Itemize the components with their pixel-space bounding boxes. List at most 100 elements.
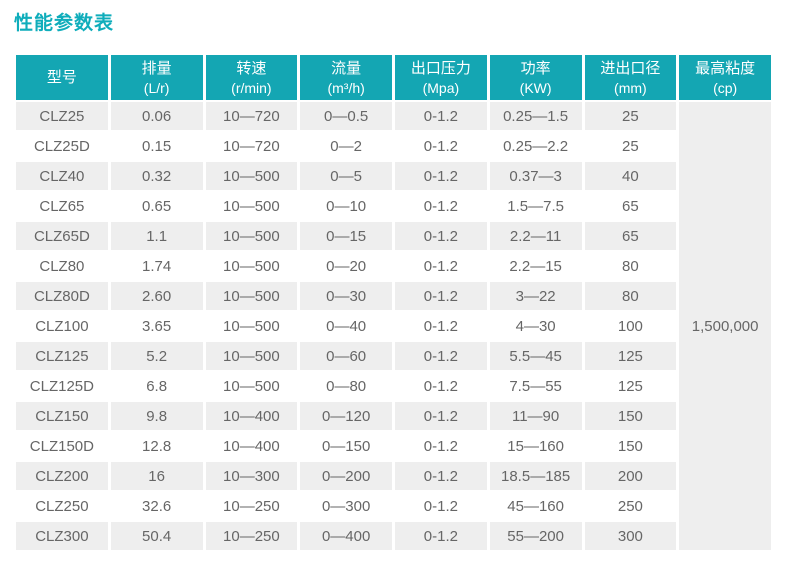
cell-speed: 10—500	[205, 282, 298, 310]
column-unit: (mm)	[614, 79, 647, 96]
column-label: 功率	[520, 59, 551, 77]
cell-outlet-pressure: 0-1.2	[395, 462, 487, 490]
cell-speed: 10—250	[205, 492, 298, 520]
column-label: 最高粘度	[695, 59, 756, 77]
column-unit: (m³/h)	[327, 79, 365, 96]
cell-model: CLZ300	[16, 522, 108, 550]
column-unit: (KW)	[519, 79, 552, 96]
table-row: CLZ65D 1.1 10—500 0—15 0-1.2 2.2—11 65	[16, 222, 771, 250]
table-row: CLZ40 0.32 10—500 0—5 0-1.2 0.37—3 40	[16, 162, 771, 190]
cell-power: 7.5—55	[489, 372, 582, 400]
cell-flow: 0—5	[300, 162, 392, 190]
table-row: CLZ25 0.06 10—720 0—0.5 0-1.2 0.25—1.5 25 1,500…	[16, 102, 771, 550]
column-label: 转速	[236, 59, 267, 77]
table-row: CLZ100 3.65 10—500 0—40 0-1.2 4—30 100	[16, 312, 771, 340]
max-viscosity-cell: 1,500,000	[679, 102, 771, 550]
cell-flow: 0—120	[300, 402, 392, 430]
cell-outlet-pressure: 0-1.2	[395, 522, 487, 550]
column-header-port-diameter: 进出口径 (mm)	[584, 55, 677, 100]
cell-displacement: 2.60	[110, 282, 203, 310]
cell-displacement: 0.65	[110, 192, 203, 220]
cell-outlet-pressure: 0-1.2	[395, 102, 487, 130]
cell-port-diameter: 65	[584, 192, 677, 220]
table-row: CLZ80 1.74 10—500 0—20 0-1.2 2.2—15 80	[16, 252, 771, 280]
cell-port-diameter: 25	[584, 132, 677, 160]
cell-model: CLZ25	[16, 102, 108, 130]
cell-model: CLZ80	[16, 252, 108, 280]
cell-speed: 10—500	[205, 342, 298, 370]
cell-model: CLZ250	[16, 492, 108, 520]
cell-flow: 0—10	[300, 192, 392, 220]
cell-power: 15—160	[489, 432, 582, 460]
cell-power: 5.5—45	[489, 342, 582, 370]
column-header-flow: 流量 (m³/h)	[300, 55, 392, 100]
cell-power: 1.5—7.5	[489, 192, 582, 220]
column-label: 流量	[331, 59, 362, 77]
cell-speed: 10—720	[205, 102, 298, 130]
cell-power: 11—90	[489, 402, 582, 430]
column-unit: (Mpa)	[422, 79, 460, 96]
cell-outlet-pressure: 0-1.2	[395, 252, 487, 280]
cell-outlet-pressure: 0-1.2	[395, 372, 487, 400]
cell-flow: 0—150	[300, 432, 392, 460]
cell-displacement: 12.8	[110, 432, 203, 460]
column-label: 排量	[141, 59, 172, 77]
table-row: CLZ250 32.6 10—250 0—300 0-1.2 45—160 250	[16, 492, 771, 520]
cell-displacement: 50.4	[110, 522, 203, 550]
cell-outlet-pressure: 0-1.2	[395, 222, 487, 250]
cell-speed: 10—300	[205, 462, 298, 490]
cell-port-diameter: 125	[584, 342, 677, 370]
page-title: 性能参数表	[14, 13, 115, 34]
cell-speed: 10—500	[205, 372, 298, 400]
cell-port-diameter: 25	[584, 102, 677, 130]
cell-speed: 10—500	[205, 312, 298, 340]
cell-outlet-pressure: 0-1.2	[395, 432, 487, 460]
table-body: CLZ25 0.06 10—720 0—0.5 0-1.2 0.25—1.5 25 1,500…	[16, 102, 771, 550]
cell-speed: 10—500	[205, 222, 298, 250]
cell-port-diameter: 150	[584, 402, 677, 430]
cell-displacement: 5.2	[110, 342, 203, 370]
cell-displacement: 0.32	[110, 162, 203, 190]
page: 性能参数表 型号 排量 (L/r) 转速 (r/min) 流量 (m³/h) 出口压力 (Mpa…	[14, 13, 771, 550]
cell-speed: 10—500	[205, 252, 298, 280]
cell-power: 4—30	[489, 312, 582, 340]
cell-port-diameter: 100	[584, 312, 677, 340]
cell-outlet-pressure: 0-1.2	[395, 192, 487, 220]
cell-speed: 10—500	[205, 192, 298, 220]
cell-speed: 10—720	[205, 132, 298, 160]
cell-port-diameter: 80	[584, 282, 677, 310]
column-header-speed: 转速 (r/min)	[205, 55, 298, 100]
cell-outlet-pressure: 0-1.2	[395, 492, 487, 520]
cell-displacement: 0.15	[110, 132, 203, 160]
cell-model: CLZ125D	[16, 372, 108, 400]
cell-power: 0.25—1.5	[489, 102, 582, 130]
table-row: CLZ80D 2.60 10—500 0—30 0-1.2 3—22 80	[16, 282, 771, 310]
cell-power: 2.2—11	[489, 222, 582, 250]
cell-model: CLZ65	[16, 192, 108, 220]
cell-flow: 0—20	[300, 252, 392, 280]
cell-displacement: 1.1	[110, 222, 203, 250]
column-label: 进出口径	[600, 59, 661, 77]
cell-displacement: 16	[110, 462, 203, 490]
cell-flow: 0—30	[300, 282, 392, 310]
cell-speed: 10—250	[205, 522, 298, 550]
cell-power: 3—22	[489, 282, 582, 310]
cell-flow: 0—0.5	[300, 102, 392, 130]
cell-outlet-pressure: 0-1.2	[395, 282, 487, 310]
column-header-model: 型号	[16, 55, 108, 100]
cell-port-diameter: 65	[584, 222, 677, 250]
table-row: CLZ125D 6.8 10—500 0—80 0-1.2 7.5—55 125	[16, 372, 771, 400]
cell-model: CLZ125	[16, 342, 108, 370]
table-row: CLZ125 5.2 10—500 0—60 0-1.2 5.5—45 125	[16, 342, 771, 370]
cell-port-diameter: 300	[584, 522, 677, 550]
cell-outlet-pressure: 0-1.2	[395, 162, 487, 190]
cell-outlet-pressure: 0-1.2	[395, 132, 487, 160]
cell-outlet-pressure: 0-1.2	[395, 312, 487, 340]
cell-model: CLZ200	[16, 462, 108, 490]
table-row: CLZ25D 0.15 10—720 0—2 0-1.2 0.25—2.2 25	[16, 132, 771, 160]
cell-flow: 0—2	[300, 132, 392, 160]
table-header: 型号 排量 (L/r) 转速 (r/min) 流量 (m³/h) 出口压力 (Mpa) 功率 (KW…	[16, 55, 771, 100]
cell-port-diameter: 250	[584, 492, 677, 520]
cell-power: 2.2—15	[489, 252, 582, 280]
table-row: CLZ65 0.65 10—500 0—10 0-1.2 1.5—7.5 65	[16, 192, 771, 220]
